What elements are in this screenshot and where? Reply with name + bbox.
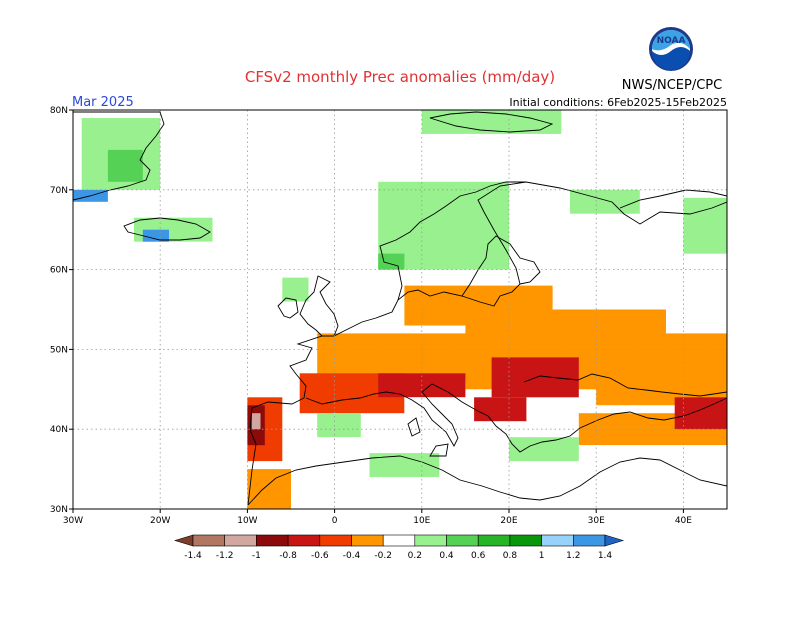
- x-tick-label: 10W: [237, 516, 257, 526]
- initial-conditions: Initial conditions: 6Feb2025-15Feb2025: [509, 96, 727, 109]
- anomaly-region: [142, 229, 169, 242]
- colorbar-swatch: [446, 534, 479, 547]
- anomaly-region: [251, 413, 261, 430]
- colorbar-swatch: [192, 534, 226, 547]
- x-tick-label: 0: [332, 516, 338, 526]
- x-tick-label: 40E: [675, 516, 692, 526]
- anomaly-region: [247, 469, 291, 509]
- colorbar-swatch: [509, 534, 542, 547]
- colorbar-max-arrow: [604, 534, 625, 547]
- x-axis: 30W 20W 10W 0 10E 20E 30E 40E: [63, 509, 692, 526]
- colorbar-swatch: [382, 534, 416, 547]
- forecast-month: Mar 2025: [72, 95, 134, 110]
- colorbar-swatch: [351, 534, 384, 547]
- colorbar-tick-label: 0.8: [503, 551, 518, 561]
- anomaly-region: [474, 397, 527, 422]
- anomaly-region: [683, 197, 727, 254]
- colorbar-tick-label: -1.2: [216, 551, 234, 561]
- colorbar-swatch: [224, 534, 257, 547]
- anomaly-region: [282, 277, 309, 302]
- y-tick-label: 70N: [50, 186, 68, 196]
- colorbar-tick-label: -0.6: [311, 551, 329, 561]
- y-tick-label: 50N: [50, 345, 68, 355]
- x-tick-label: 30E: [588, 516, 605, 526]
- colorbar-tick-label: 0.4: [439, 551, 454, 561]
- colorbar-tick-label: -0.8: [279, 551, 297, 561]
- map-frame: [72, 109, 728, 510]
- agency-label: NWS/NCEP/CPC: [622, 78, 722, 93]
- colorbar-tick-label: 1.2: [566, 551, 580, 561]
- map-grid: [73, 110, 727, 509]
- colorbar-tick-label: 0.2: [408, 551, 422, 561]
- y-tick-label: 40N: [50, 425, 68, 435]
- coastlines: [73, 111, 727, 506]
- logo-text: NOAA: [657, 36, 686, 46]
- colorbar-tick-label: 1.4: [598, 551, 613, 561]
- colorbar-min-arrow: [173, 534, 194, 547]
- anomaly-region: [421, 110, 562, 134]
- chart-title: CFSv2 monthly Prec anomalies (mm/day): [245, 68, 555, 86]
- y-tick-label: 30N: [50, 505, 68, 515]
- colorbar-tick-label: -0.2: [374, 551, 392, 561]
- y-tick-label: 80N: [50, 106, 68, 116]
- anomaly-region: [317, 413, 361, 438]
- colorbar: -1.4 -1.2 -1 -0.8 -0.6 -0.4 -0.2 0.2 0.4 0.6 0.8 1 1…: [173, 534, 625, 561]
- colorbar-tick-label: -0.4: [343, 551, 361, 561]
- colorbar-swatch: [572, 534, 606, 547]
- colorbar-tick-label: 1: [539, 551, 545, 561]
- colorbar-swatch: [477, 534, 511, 547]
- anomaly-region: [596, 333, 727, 406]
- x-tick-label: 20W: [150, 516, 170, 526]
- y-tick-label: 60N: [50, 266, 68, 276]
- colorbar-swatch: [256, 534, 289, 547]
- colorbar-swatch: [287, 534, 321, 547]
- colorbar-tick-label: 0.6: [471, 551, 486, 561]
- colorbar-swatch: [541, 534, 574, 547]
- colorbar-swatch: [414, 534, 447, 547]
- y-axis: 30N 40N 50N 60N 70N 80N: [50, 106, 73, 515]
- x-tick-label: 10E: [413, 516, 430, 526]
- anomaly-region: [509, 437, 579, 462]
- x-tick-label: 30W: [63, 516, 83, 526]
- anomaly-region: [107, 149, 143, 182]
- noaa-logo-icon: NOAA: [649, 27, 693, 71]
- x-tick-label: 20E: [500, 516, 517, 526]
- colorbar-swatch: [319, 534, 352, 547]
- colorbar-tick-label: -1: [252, 551, 261, 561]
- colorbar-tick-label: -1.4: [184, 551, 202, 561]
